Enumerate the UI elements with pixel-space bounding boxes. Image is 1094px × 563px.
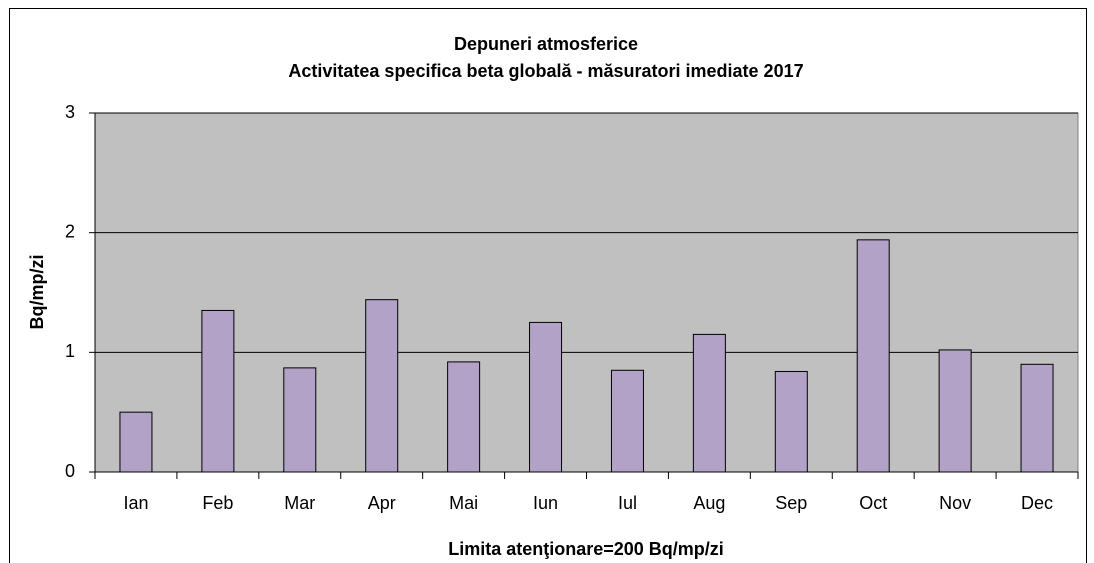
x-tick-label: Sep (775, 493, 807, 513)
x-tick-label: Iul (618, 493, 637, 513)
bar (692, 333, 726, 473)
bar (774, 370, 808, 473)
bar (447, 361, 481, 473)
x-tick-label: Mai (449, 493, 478, 513)
y-axis-label: Bq/mp/zi (27, 255, 47, 330)
x-tick-label: Mar (284, 493, 315, 513)
x-axis-label: Limita atenţionare=200 Bq/mp/zi (448, 539, 724, 559)
chart-title: Depuneri atmosferice (454, 34, 638, 54)
bar (938, 349, 972, 473)
y-tick-label: 1 (65, 341, 75, 361)
bar (365, 299, 399, 473)
bar (610, 369, 644, 473)
bar (856, 239, 890, 473)
bar (1020, 363, 1054, 473)
bar (529, 321, 563, 473)
x-tick-label: Nov (939, 493, 971, 513)
x-tick-label: Dec (1021, 493, 1053, 513)
x-tick-label: Ian (123, 493, 148, 513)
x-tick-label: Aug (693, 493, 725, 513)
x-tick-label: Iun (533, 493, 558, 513)
bar (283, 367, 317, 473)
x-tick-label: Oct (859, 493, 887, 513)
bar (119, 411, 153, 473)
plot-area (94, 112, 1079, 473)
x-tick-label: Feb (202, 493, 233, 513)
bar (201, 309, 235, 473)
y-tick-label: 2 (65, 221, 75, 241)
y-tick-label: 3 (65, 102, 75, 122)
chart-subtitle: Activitatea specifica beta globală - măs… (288, 61, 803, 81)
x-tick-label: Apr (368, 493, 396, 513)
y-tick-label: 0 (65, 461, 75, 481)
